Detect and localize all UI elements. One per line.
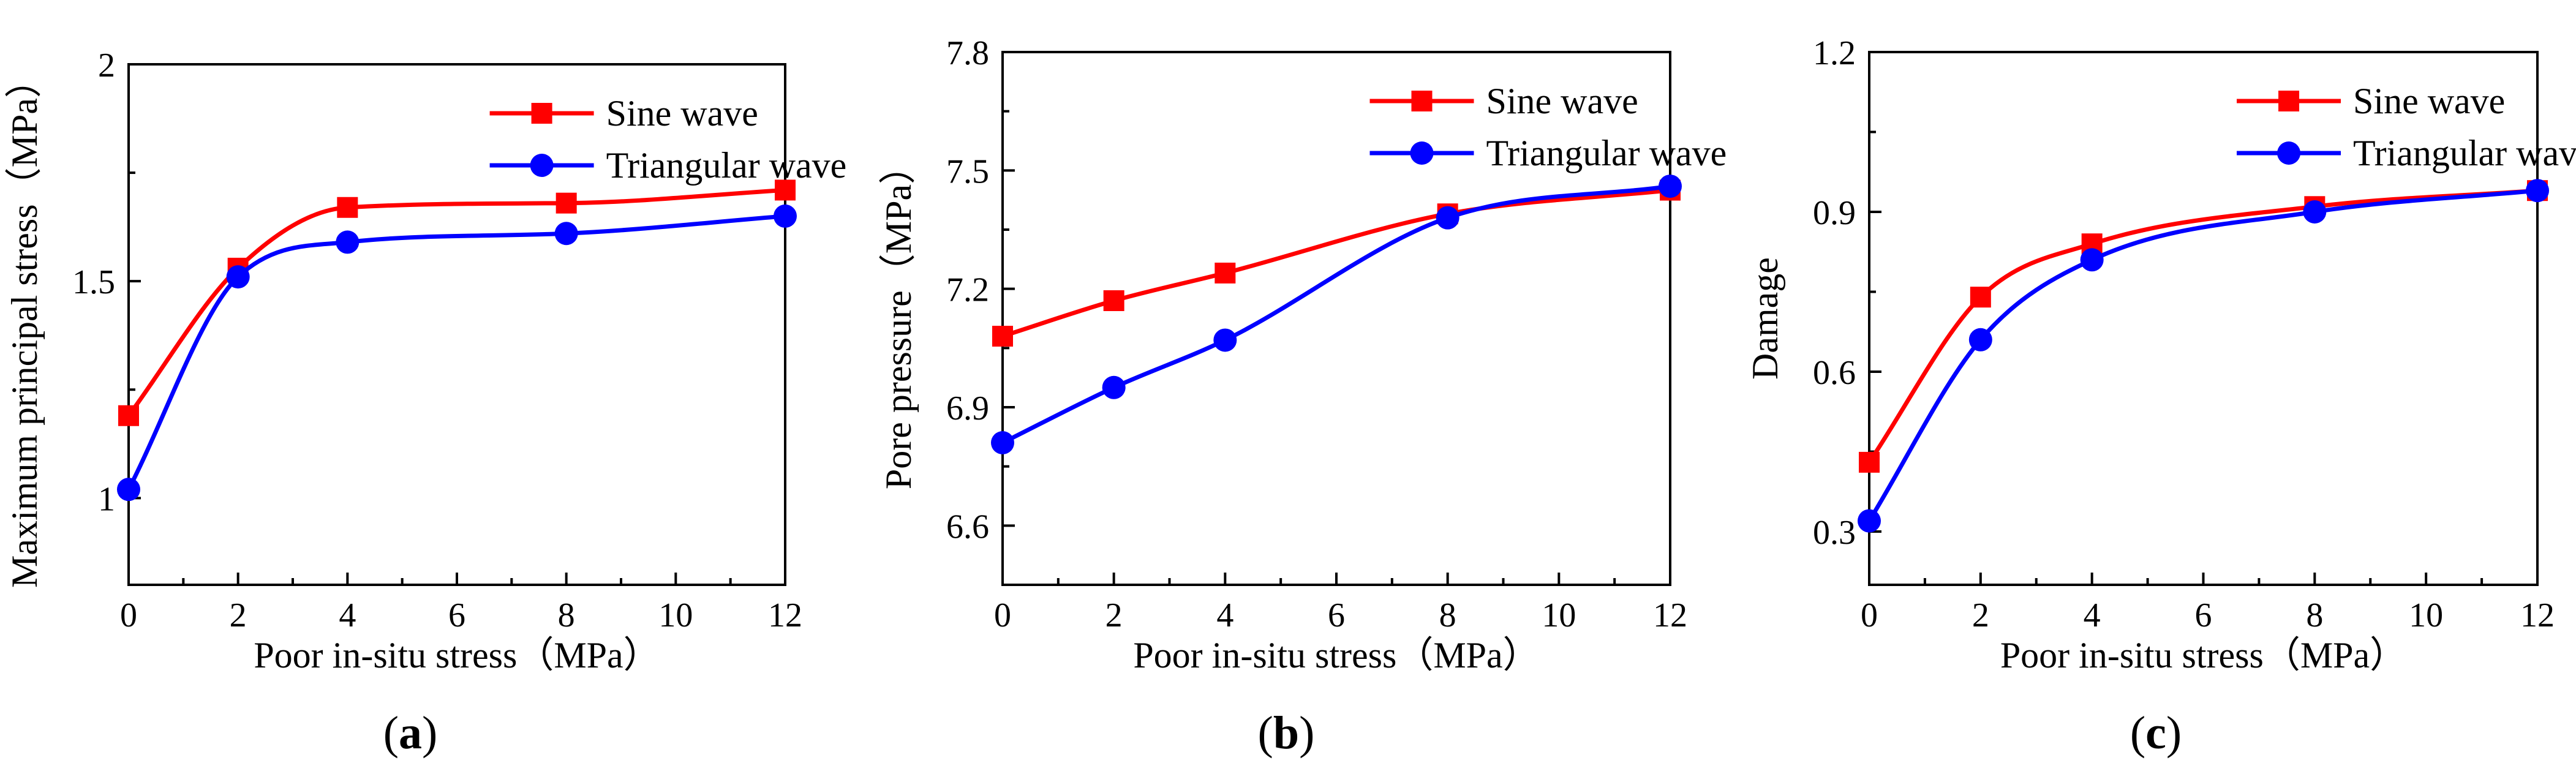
y-tick-label: 7.2 [946,271,989,309]
x-tick-label: 8 [1439,596,1456,634]
data-point-sine [1215,262,1236,284]
x-axis-label: Poor in-situ stress（MPa） [254,635,660,675]
data-point-triangular [1436,206,1459,230]
x-tick-label: 10 [658,596,693,634]
x-axis-label: Poor in-situ stress（MPa） [2000,635,2406,675]
plot-frame [1868,51,2539,586]
y-tick-label: 0.6 [1813,354,1856,392]
data-point-sine [337,197,358,218]
x-tick-label: 10 [1542,596,1576,634]
x-tick-label: 12 [2520,596,2555,634]
x-tick-label: 6 [448,596,465,634]
x-tick-label: 8 [558,596,575,634]
series-line-sine [1867,188,2538,464]
x-tick-label: 10 [2409,596,2443,634]
y-axis-label: Maximum principal stress（MPa） [4,61,45,588]
series-line-triangular [1867,188,2538,522]
y-tick-label: 7.8 [946,34,989,72]
y-tick-label: 1.5 [72,263,115,301]
panel-b: 0 2 4 6 8 10 12 6.6 6.9 7.2 7.5 7.8 Poor in-situ str… [878,34,1727,759]
plot-frame [127,63,786,586]
x-tick-label: 12 [768,596,802,634]
data-point-triangular [991,431,1014,454]
data-point-triangular [774,204,797,228]
x-tick-label: 8 [2306,596,2323,634]
x-tick-label: 6 [2195,596,2212,634]
legend-marker [531,103,552,124]
data-point-triangular [1213,328,1237,352]
data-point-triangular [336,230,360,254]
x-tick-label: 12 [1653,596,1687,634]
data-point-triangular [1659,175,1682,198]
data-point-sine [1859,451,1880,473]
legend-label: Triangular wave [1486,133,1727,173]
y-tick-label: 0.9 [1813,194,1856,232]
series-line-sine [127,187,786,417]
data-point-triangular [1858,509,1881,533]
series-line-triangular [126,214,786,491]
y-tick-label: 6.9 [946,389,989,427]
panel-label: (a) [383,707,438,759]
series-line-triangular [1001,184,1671,445]
legend-marker [1410,141,1434,165]
legend-marker [530,154,554,177]
y-tick-label: 0.3 [1813,514,1856,552]
legend-label: Sine wave [1486,81,1638,121]
x-tick-label: 6 [1328,596,1345,634]
x-tick-label: 0 [120,596,137,634]
legend-marker [2277,141,2301,165]
data-point-sine [1970,287,1991,308]
x-axis-label: Poor in-situ stress（MPa） [1133,635,1539,675]
data-point-triangular [2303,200,2327,224]
y-tick-label: 2 [98,47,115,85]
data-point-triangular [1102,375,1126,399]
y-tick-label: 1 [98,480,115,518]
panel-label: (b) [1258,707,1315,759]
data-point-triangular [2526,179,2549,203]
y-tick-label: 6.6 [946,508,989,546]
y-axis-label: Pore pressure（MPa） [878,148,919,489]
x-tick-label: 4 [2084,596,2101,634]
x-tick-label: 4 [1216,596,1233,634]
data-point-triangular [2080,248,2104,272]
data-point-triangular [554,222,578,246]
data-point-triangular [1968,328,1992,352]
legend-label: Sine wave [606,93,758,133]
y-axis-label: Damage [1745,257,1785,380]
x-tick-label: 4 [339,596,356,634]
legend-marker [1411,91,1433,111]
legend-label: Triangular wave [606,145,847,186]
x-tick-label: 2 [1972,596,1989,634]
x-tick-label: 2 [1105,596,1123,634]
y-tick-label: 1.2 [1813,34,1856,72]
x-tick-label: 0 [994,596,1011,634]
panel-c: 0 2 4 6 8 10 12 0.3 0.6 0.9 1.2 Poor in-situ stress… [1745,34,2576,759]
data-point-sine [992,326,1013,347]
data-point-triangular [117,478,140,502]
legend-label: Sine wave [2353,81,2505,121]
legend-label: Triangular wave [2353,133,2576,173]
data-point-sine [1103,290,1124,311]
data-point-sine [555,192,577,214]
series-line-sine [1001,188,1671,339]
data-point-triangular [226,265,250,289]
x-tick-label: 2 [230,596,247,634]
plot-frame [1001,51,1671,586]
x-tick-label: 0 [1861,596,1878,634]
legend-marker [2278,91,2300,111]
panel-label: (c) [2130,707,2182,759]
data-point-sine [775,179,796,201]
y-tick-label: 7.5 [946,152,989,190]
data-point-sine [118,405,139,426]
